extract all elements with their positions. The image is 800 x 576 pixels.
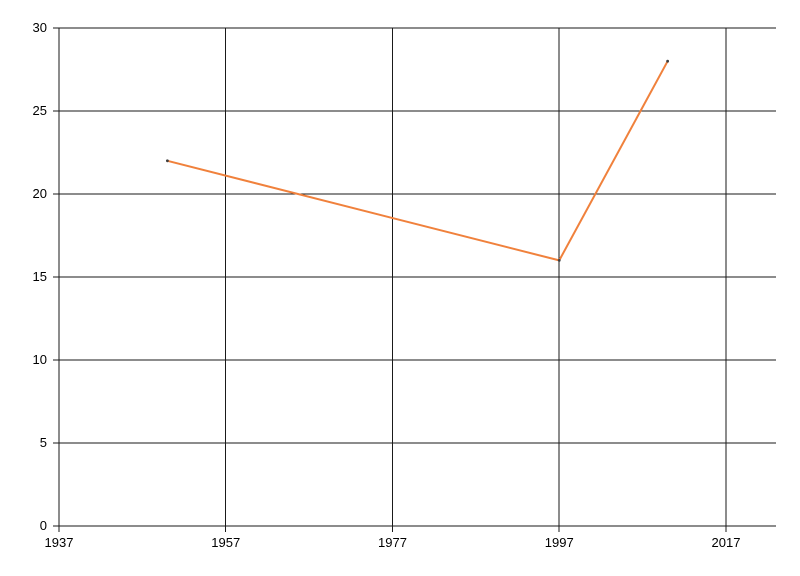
y-tick-label: 5	[40, 435, 47, 450]
y-tick-label: 25	[33, 103, 47, 118]
x-tick-label: 2017	[712, 535, 741, 550]
y-tick-label: 10	[33, 352, 47, 367]
data-point-marker	[666, 59, 670, 63]
y-tick-label: 0	[40, 518, 47, 533]
y-tick-label: 20	[33, 186, 47, 201]
data-point-marker	[165, 159, 169, 163]
data-line	[166, 60, 669, 262]
y-tick-label: 15	[33, 269, 47, 284]
x-tick-label: 1937	[45, 535, 74, 550]
y-tick-label: 30	[33, 20, 47, 35]
x-tick-label: 1957	[211, 535, 240, 550]
x-tick-label: 1997	[545, 535, 574, 550]
x-tick-label: 1977	[378, 535, 407, 550]
data-point-marker	[557, 259, 561, 262]
